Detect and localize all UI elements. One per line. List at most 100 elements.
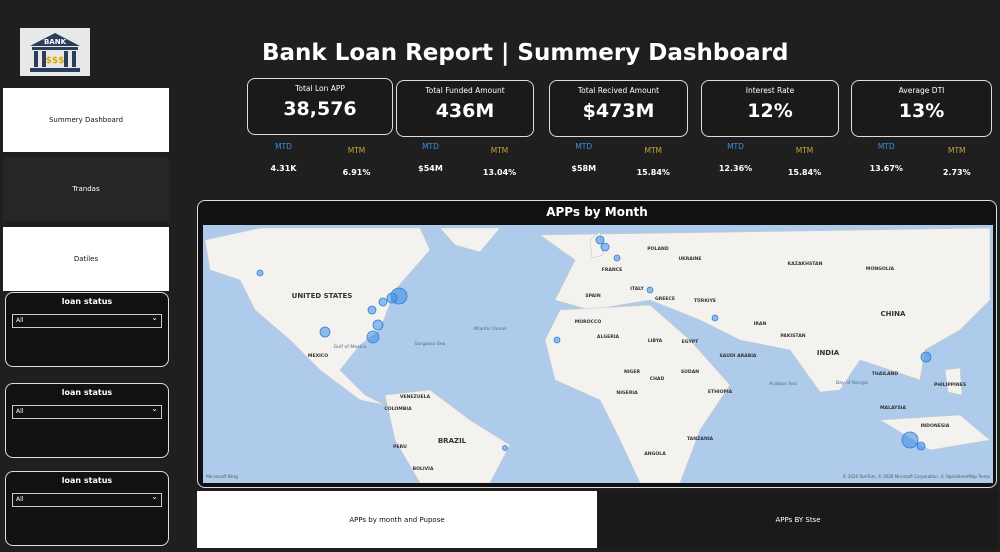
dropdown-arrow: ⌄	[151, 313, 158, 322]
map-label: POLAND	[647, 246, 669, 252]
map-attribution: © 2026 TomTom, © 2026 Microsoft Corporat…	[843, 474, 990, 479]
mtd-value: 12.36%	[718, 164, 753, 173]
map-label: PERU	[393, 444, 407, 450]
dropdown[interactable]: All	[12, 314, 162, 328]
map-label: MEXICO	[308, 353, 328, 359]
mtd-value: $58M	[571, 164, 597, 173]
mtm-value: 15.84%	[787, 168, 822, 177]
bubbles	[256, 235, 932, 451]
mtd-value: $54M	[418, 164, 443, 173]
map-label: ITALY	[630, 286, 644, 292]
map-label: Bay of Bengal	[836, 380, 868, 386]
mtm-label: MTM	[490, 146, 509, 155]
mtd-value: 13.67%	[869, 164, 903, 173]
map-provider: Microsoft Bing	[206, 474, 238, 480]
map-label: VENEZUELA	[400, 394, 431, 400]
dropdown[interactable]: All	[12, 405, 162, 419]
mtm-value: 15.84%	[636, 168, 670, 177]
mtm-label: MTM	[644, 146, 663, 155]
map-label: PAKISTAN	[780, 333, 805, 339]
mtm-label: MTM	[795, 146, 814, 155]
kpi-card: Total Recived Amount $473M	[549, 80, 688, 137]
mtd-label: MTD	[422, 142, 439, 151]
kpi-value: 12%	[747, 100, 793, 122]
map-label: BOLIVIA	[413, 466, 434, 472]
map-label: LIBYA	[648, 338, 663, 344]
mtd-label: MTD	[575, 142, 593, 151]
map-label: ANGOLA	[644, 451, 666, 457]
slicer: loan status All ⌄	[5, 292, 169, 367]
map-label: FRANCE	[602, 267, 623, 273]
map-title: APPs by Month	[546, 205, 648, 219]
map-label: MOROCCO	[575, 319, 602, 325]
map-label: UNITED STATES	[292, 292, 353, 300]
kpi-title: Total Recived Amount	[577, 86, 660, 95]
map-label: TANZANIA	[687, 436, 714, 442]
title: Bank Loan Report | Summery Dashboard	[262, 40, 789, 66]
map-label: INDIA	[817, 349, 840, 357]
map-label: UKRAINE	[678, 256, 701, 262]
map-label: ALGERIA	[597, 334, 620, 340]
kpi-card: Average DTI 13%	[851, 80, 992, 137]
map-label: COLOMBIA	[384, 406, 412, 412]
map-label: THAILAND	[872, 371, 899, 377]
nav-button[interactable]: Datiles	[3, 227, 169, 291]
map-label: Gulf of Mexico	[334, 344, 367, 350]
mtd-label: MTD	[275, 142, 292, 151]
mtm-value: 2.73%	[942, 168, 971, 177]
kpi-value: $473M	[582, 100, 655, 122]
logo-icon: BANK $$$	[30, 33, 80, 72]
dropdown-arrow: ⌄	[151, 492, 158, 501]
slicer-label: loan status	[61, 388, 113, 397]
tab-button[interactable]: APPs BY Stse	[598, 491, 998, 548]
kpi-title: Total Lon APP	[295, 84, 345, 93]
map-label: Arabian Sea	[769, 381, 797, 387]
map-label: MONGOLIA	[866, 266, 895, 272]
dropdown-arrow: ⌄	[151, 404, 158, 413]
nav-button[interactable]: Summery Dashboard	[3, 88, 169, 152]
map-label: Sargasso Sea	[415, 341, 446, 347]
map[interactable]: UNITED STATES MEXICO Gulf of Mexico VENEZUE…	[203, 225, 993, 483]
kpi-card: Total Funded Amount 436M	[396, 80, 534, 137]
map-label: IRAN	[754, 321, 767, 327]
dropdown[interactable]: All	[12, 493, 162, 507]
logo-text: BANK	[44, 38, 67, 46]
map-label: BRAZIL	[438, 437, 467, 445]
map-label: MALAYSIA	[880, 405, 907, 411]
map-label: PHILIPPINES	[934, 382, 966, 388]
kpi-value: 13%	[898, 100, 945, 122]
mtm-label: MTM	[347, 146, 366, 155]
slicer-label: loan status	[61, 297, 113, 306]
slicer-label: loan status	[61, 476, 113, 485]
kpi-title: Interest Rate	[745, 86, 795, 95]
tab-button[interactable]: APPs by month and Pupose	[197, 491, 597, 548]
map-label: Atlantic Ocean	[473, 326, 507, 332]
map-label: TÜRKIYE	[694, 297, 716, 304]
logo: BANK $$$	[20, 28, 90, 76]
nav-button[interactable]: Trandas	[3, 157, 169, 221]
map-label: ETHIOPIA	[708, 389, 733, 395]
map-label: SUDAN	[681, 369, 699, 375]
kpi-title: Total Funded Amount	[425, 86, 505, 95]
mtd-label: MTD	[727, 142, 744, 151]
mtm-value: 13.04%	[482, 168, 517, 177]
map-label: GREECE	[655, 296, 675, 302]
map-labels: UNITED STATES MEXICO Gulf of Mexico VENEZUE…	[292, 246, 967, 472]
mtm-label: MTM	[947, 146, 966, 155]
kpi-card: Interest Rate 12%	[701, 80, 839, 137]
mtm-value: 6.91%	[342, 168, 371, 177]
map-label: CHAD	[650, 376, 665, 382]
map-label: NIGERIA	[616, 390, 638, 396]
kpi-value: 436M	[435, 100, 495, 122]
slicer: loan status All ⌄	[5, 471, 169, 546]
map-label: EGYPT	[682, 339, 700, 345]
mtd-value: 4.31K	[270, 164, 297, 173]
map-label: NIGER	[624, 369, 640, 375]
map-label: CHINA	[881, 310, 906, 318]
map-label: INDONESIA	[921, 423, 950, 429]
kpi-card: Total Lon APP 38,576	[247, 78, 393, 135]
map-label: SPAIN	[585, 293, 601, 299]
map-label: SAUDI ARABIA	[720, 353, 757, 359]
logo-sub: $$$	[46, 56, 65, 66]
